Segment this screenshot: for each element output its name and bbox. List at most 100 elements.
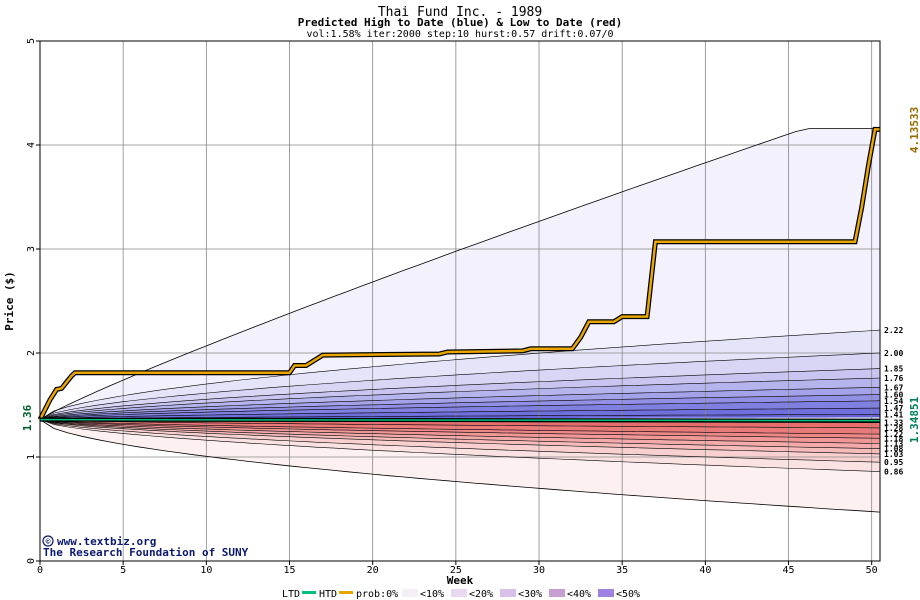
chart-title: Thai Fund Inc. - 1989 bbox=[378, 5, 542, 20]
lower-end-label-5: 1.08 bbox=[884, 445, 903, 454]
y-axis-label: Price ($) bbox=[3, 271, 16, 331]
upper-end-label-5: 1.60 bbox=[884, 391, 903, 400]
upper-end-label-2: 1.85 bbox=[884, 365, 903, 374]
legend-bucket-1: <20% bbox=[469, 589, 493, 600]
x-tick-label-9: 45 bbox=[782, 565, 794, 576]
watermark-url: www.textbiz.org bbox=[57, 535, 156, 548]
legend-bucket-3: <40% bbox=[567, 589, 591, 600]
legend-prob-prefix: prob:0% bbox=[356, 589, 398, 600]
legend: LTD HTD prob:0% <10% <20% <30% <40% <50% bbox=[282, 589, 640, 600]
lower-band-line-1 bbox=[39, 419, 881, 429]
y-axis-ticks: 0 1 2 3 4 5 bbox=[26, 38, 40, 564]
x-tick-label-8: 40 bbox=[699, 565, 711, 576]
legend-htd-swatch bbox=[339, 591, 353, 594]
upper-band-5 bbox=[40, 387, 880, 420]
high-final-label: 4.13533 bbox=[908, 107, 920, 153]
legend-ltd-label: LTD bbox=[282, 589, 300, 600]
chart-subtitle: Predicted High to Date (blue) & Low to D… bbox=[298, 16, 623, 29]
upper-band-4 bbox=[40, 378, 880, 420]
upper-band-1 bbox=[40, 330, 880, 420]
x-tick-label-6: 30 bbox=[533, 565, 545, 576]
lower-band-line-3 bbox=[39, 419, 881, 439]
lower-band-6 bbox=[40, 419, 880, 439]
legend-bucket-3-swatch bbox=[549, 589, 565, 597]
upper-band-line-8 bbox=[39, 414, 880, 420]
upper-band-line-5 bbox=[39, 394, 881, 420]
upper-band-line-7 bbox=[39, 407, 881, 420]
upper-band-0 bbox=[40, 128, 880, 420]
upper-end-label-0: 2.22 bbox=[884, 326, 903, 335]
legend-bucket-4: <50% bbox=[616, 589, 640, 600]
start-price-label: 1.36 bbox=[21, 404, 34, 431]
lower-band-7 bbox=[40, 419, 880, 435]
lower-band-2 bbox=[40, 419, 880, 463]
upper-end-label-3: 1.76 bbox=[884, 374, 903, 383]
x-tick-label-10: 50 bbox=[866, 565, 878, 576]
x-axis-ticks: 0 5 10 15 20 25 30 35 40 45 50 bbox=[37, 561, 878, 576]
lower-band-line-8 bbox=[39, 419, 881, 472]
lower-end-label-8: 0.86 bbox=[884, 468, 903, 477]
y-tick-label-1: 1 bbox=[26, 454, 37, 460]
y-tick-label-2: 2 bbox=[26, 350, 37, 356]
band-end-labels: 2.22 2.00 1.851.761.671.601.541.471.411.33… bbox=[884, 326, 903, 476]
upper-envelope bbox=[39, 128, 880, 420]
upper-band-7 bbox=[40, 400, 880, 420]
upper-band-line-6 bbox=[39, 400, 881, 420]
upper-end-label-7: 1.47 bbox=[884, 404, 903, 413]
lower-band-line-6 bbox=[39, 419, 881, 455]
watermark-org: The Research Foundation of SUNY bbox=[43, 546, 249, 559]
lower-end-label-6: 1.03 bbox=[884, 450, 903, 459]
series-lines bbox=[37, 126, 881, 423]
lower-band-line-5 bbox=[39, 419, 881, 449]
y-tick-label-5: 5 bbox=[26, 38, 37, 44]
upper-band-line-2 bbox=[39, 368, 881, 420]
legend-bucket-4-swatch bbox=[598, 589, 614, 597]
lower-band-3 bbox=[40, 419, 880, 454]
upper-band-line-3 bbox=[39, 377, 881, 420]
lower-end-label-1: 1.28 bbox=[884, 424, 903, 433]
x-tick-label-4: 20 bbox=[367, 565, 379, 576]
upper-end-label-6: 1.54 bbox=[884, 397, 903, 406]
legend-htd-label: HTD bbox=[319, 589, 337, 600]
low-final-label: 1.34851 bbox=[908, 396, 920, 443]
series-htd-line bbox=[38, 128, 880, 421]
grid-lines bbox=[40, 41, 880, 561]
lower-end-label-3: 1.18 bbox=[884, 434, 903, 443]
legend-bucket-0: <10% bbox=[420, 589, 444, 600]
x-tick-label-1: 5 bbox=[120, 565, 126, 576]
lower-band-1 bbox=[40, 419, 880, 472]
watermark: © www.textbiz.org The Research Foundatio… bbox=[42, 535, 249, 559]
x-tick-label-7: 35 bbox=[616, 565, 628, 576]
x-tick-label-3: 15 bbox=[283, 565, 295, 576]
legend-bucket-2-swatch bbox=[500, 589, 516, 597]
x-tick-label-5: 25 bbox=[450, 565, 462, 576]
y-tick-label-3: 3 bbox=[26, 246, 37, 252]
lower-end-label-2: 1.22 bbox=[884, 430, 903, 439]
lower-band-line-4 bbox=[39, 419, 881, 444]
lower-band-line-7 bbox=[39, 419, 881, 463]
legend-ltd-swatch bbox=[302, 591, 316, 594]
upper-band-3 bbox=[40, 368, 880, 420]
lower-band-4 bbox=[40, 419, 880, 449]
copyright-icon bbox=[42, 535, 54, 547]
upper-band-2 bbox=[40, 353, 880, 420]
legend-bucket-2: <30% bbox=[518, 589, 542, 600]
copyright-symbol: © bbox=[46, 537, 51, 546]
legend-bucket-0-swatch bbox=[402, 589, 418, 597]
upper-end-label-4: 1.67 bbox=[884, 383, 903, 392]
x-tick-label-0: 0 bbox=[37, 565, 43, 576]
series-ltd-line bbox=[39, 418, 881, 422]
upper-band-line-0 bbox=[39, 329, 881, 420]
legend-bucket-1-swatch bbox=[451, 589, 467, 597]
upper-end-label-8: 1.41 bbox=[884, 410, 903, 419]
lower-band-5 bbox=[40, 419, 880, 444]
lower-end-label-4: 1.13 bbox=[884, 439, 903, 448]
x-tick-label-2: 10 bbox=[200, 565, 212, 576]
lower-end-label-7: 0.95 bbox=[884, 458, 903, 467]
y-tick-label-4: 4 bbox=[26, 142, 37, 148]
upper-band-line-4 bbox=[39, 387, 881, 420]
upper-band-line-1 bbox=[39, 352, 881, 420]
lower-end-label-0: 1.33 bbox=[884, 419, 903, 428]
upper-end-label-1: 2.00 bbox=[884, 349, 903, 358]
